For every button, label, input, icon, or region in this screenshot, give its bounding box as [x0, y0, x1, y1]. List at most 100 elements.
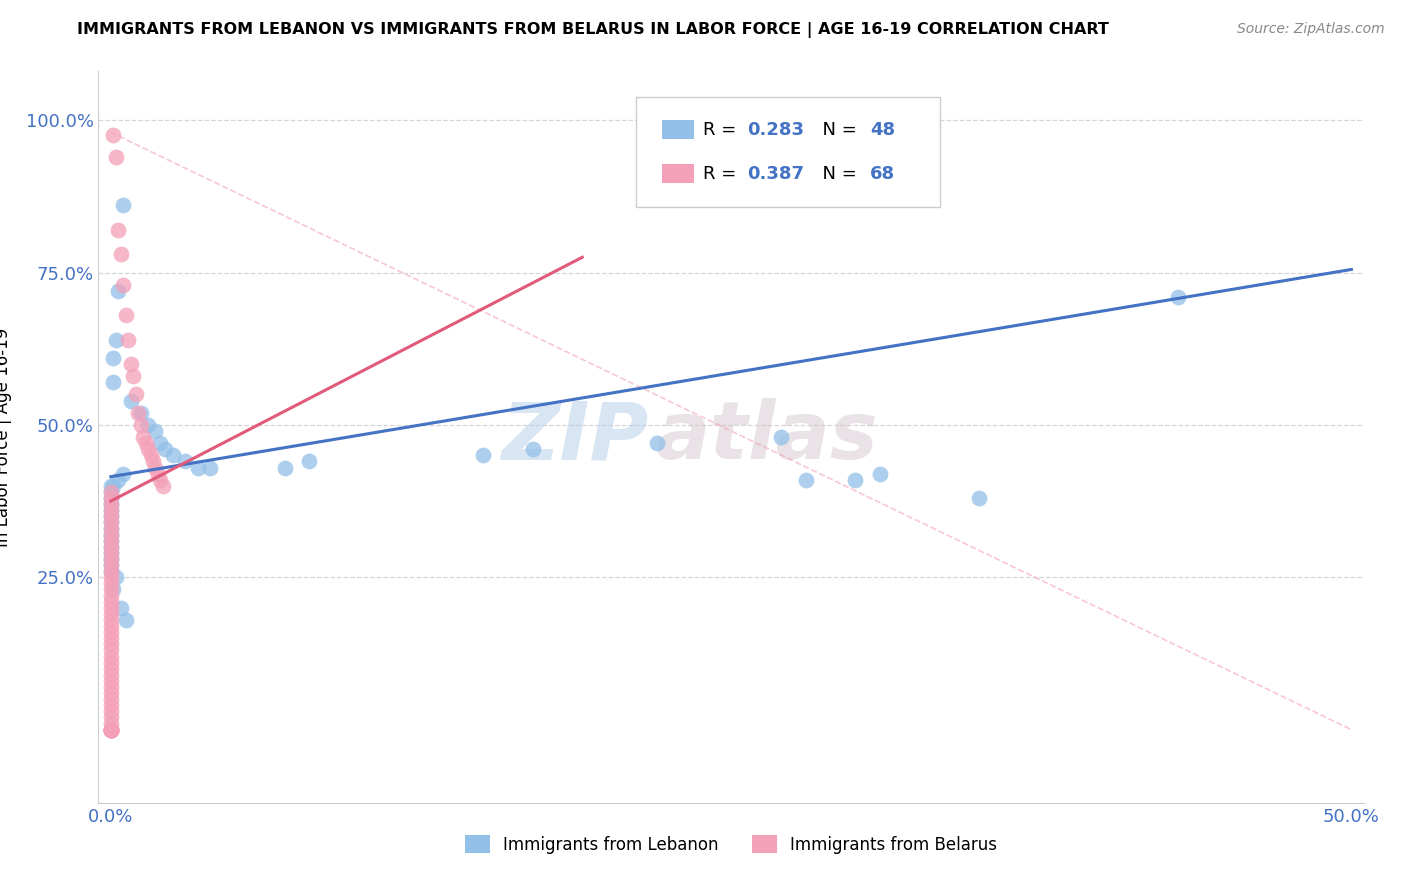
Point	[174, 454, 197, 468]
Point	[100, 497, 122, 511]
Text: IMMIGRANTS FROM LEBANON VS IMMIGRANTS FROM BELARUS IN LABOR FORCE | AGE 16-19 CO: IMMIGRANTS FROM LEBANON VS IMMIGRANTS FR…	[77, 22, 1109, 38]
Point	[100, 527, 122, 541]
Point	[100, 582, 122, 597]
Point	[100, 540, 122, 554]
Point	[103, 128, 125, 143]
Point	[104, 570, 127, 584]
Point	[769, 430, 792, 444]
Point	[100, 710, 122, 724]
Point	[100, 680, 122, 694]
Point	[112, 277, 135, 292]
Point	[522, 442, 544, 457]
Point	[100, 570, 122, 584]
Point	[100, 546, 122, 560]
Text: 0.387: 0.387	[748, 165, 804, 183]
Point	[100, 552, 122, 566]
Point	[100, 723, 122, 737]
Point	[100, 516, 122, 530]
Legend: Immigrants from Lebanon, Immigrants from Belarus: Immigrants from Lebanon, Immigrants from…	[458, 829, 1004, 860]
Point	[100, 632, 122, 646]
Text: atlas: atlas	[655, 398, 877, 476]
Point	[114, 308, 136, 322]
Point	[145, 424, 167, 438]
Point	[100, 723, 122, 737]
Point	[112, 467, 135, 481]
Text: 48: 48	[870, 121, 896, 139]
Point	[155, 442, 177, 457]
Point	[100, 662, 122, 676]
Point	[112, 198, 135, 212]
Point	[844, 473, 866, 487]
Point	[100, 594, 122, 608]
Point	[142, 454, 165, 468]
Point	[127, 406, 149, 420]
Point	[120, 393, 142, 408]
Point	[132, 430, 155, 444]
Text: 68: 68	[870, 165, 896, 183]
Point	[100, 613, 122, 627]
Point	[198, 460, 221, 475]
Point	[100, 521, 122, 535]
Point	[103, 351, 125, 365]
Point	[298, 454, 321, 468]
Point	[135, 436, 157, 450]
Point	[100, 649, 122, 664]
Point	[100, 625, 122, 640]
Point	[100, 509, 122, 524]
Point	[100, 533, 122, 548]
Point	[100, 576, 122, 591]
Point	[100, 643, 122, 657]
Point	[149, 473, 172, 487]
Text: N =: N =	[811, 121, 862, 139]
Point	[114, 613, 136, 627]
Point	[129, 417, 152, 432]
Point	[146, 467, 169, 481]
Point	[107, 284, 129, 298]
Point	[100, 723, 122, 737]
Point	[100, 491, 122, 505]
Point	[104, 150, 127, 164]
Text: ZIP: ZIP	[502, 398, 648, 476]
Point	[103, 479, 125, 493]
Point	[100, 589, 122, 603]
Point	[869, 467, 891, 481]
Point	[100, 558, 122, 573]
Point	[100, 527, 122, 541]
Point	[162, 448, 184, 462]
FancyBboxPatch shape	[636, 97, 941, 207]
Point	[100, 692, 122, 706]
Point	[152, 479, 174, 493]
Point	[100, 723, 122, 737]
Point	[100, 546, 122, 560]
Point	[110, 247, 132, 261]
Point	[967, 491, 990, 505]
Point	[794, 473, 817, 487]
Point	[100, 607, 122, 621]
Point	[136, 417, 159, 432]
Point	[100, 705, 122, 719]
Point	[100, 485, 122, 500]
Text: Source: ZipAtlas.com: Source: ZipAtlas.com	[1237, 22, 1385, 37]
Point	[120, 357, 142, 371]
Point	[100, 558, 122, 573]
Point	[136, 442, 159, 457]
Point	[103, 376, 125, 390]
Point	[103, 582, 125, 597]
Point	[100, 497, 122, 511]
Point	[100, 723, 122, 737]
Point	[100, 673, 122, 688]
Text: N =: N =	[811, 165, 862, 183]
Point	[645, 436, 668, 450]
Point	[100, 698, 122, 713]
Point	[1167, 290, 1189, 304]
Point	[100, 637, 122, 651]
Point	[100, 723, 122, 737]
Point	[122, 369, 145, 384]
Point	[139, 448, 162, 462]
Point	[100, 485, 122, 500]
Point	[107, 473, 129, 487]
Point	[100, 564, 122, 578]
Point	[100, 723, 122, 737]
Point	[100, 600, 122, 615]
Point	[187, 460, 209, 475]
